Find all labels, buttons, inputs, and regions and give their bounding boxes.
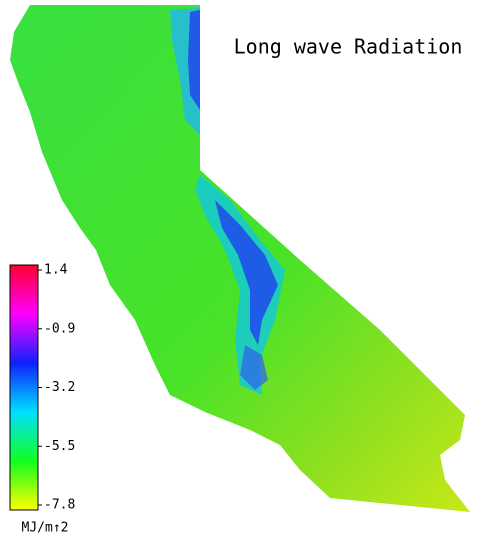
colorbar-tick-label: -3.2 (44, 380, 75, 395)
colorbar-unit: MJ/m↑2 (22, 521, 69, 536)
north-high (188, 10, 200, 110)
south-shade (240, 345, 268, 390)
sierra-high (215, 200, 278, 345)
colorbar-tick-label: -5.5 (44, 439, 75, 454)
colorbar-tick-label: 1.4 (44, 263, 68, 278)
colorbar-tick-label: -7.8 (44, 498, 75, 513)
colorbar (9, 264, 39, 511)
colorbar-tick-label: -0.9 (44, 321, 75, 336)
title: Long wave Radiation (234, 35, 463, 59)
sierra-shade (195, 175, 285, 395)
